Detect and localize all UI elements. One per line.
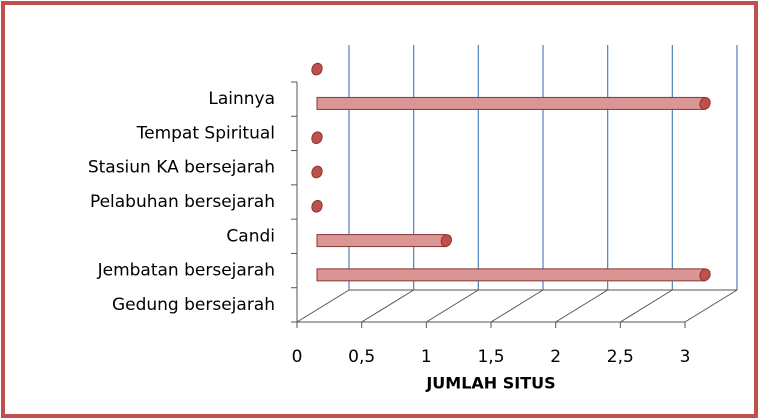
y-tick-label: Jembatan bersejarah: [97, 261, 275, 281]
bar: [311, 131, 323, 145]
bar-part: [699, 97, 711, 110]
bar-part: [699, 268, 711, 282]
x-axis-title: JUMLAH SITUS: [425, 374, 555, 393]
bar-part: [316, 268, 706, 282]
x-tick-label: 0: [292, 347, 303, 367]
y-tick-label: Candi: [226, 226, 275, 246]
bar-part: [440, 234, 453, 247]
floor-line: [555, 289, 608, 323]
y-tick-label: Pelabuhan bersejarah: [90, 192, 275, 212]
floor-line: [361, 289, 414, 323]
floor-line: [490, 289, 544, 323]
x-tick-label: 1: [421, 347, 432, 367]
x-tick-label: 0,5: [348, 347, 375, 367]
x-tick-label: 2,5: [607, 347, 634, 367]
y-tick-label: Lainnya: [208, 89, 275, 109]
bar-part: [311, 62, 323, 76]
bar-part: [316, 96, 706, 110]
floor-line: [620, 289, 673, 323]
y-tick-label: Stasiun KA bersejarah: [88, 158, 275, 178]
x-tick-label: 1,5: [477, 347, 504, 367]
x-tick-label: 3: [680, 347, 691, 367]
bar: [311, 199, 323, 213]
bar: [311, 165, 323, 179]
y-tick-label: Gedung bersejarah: [112, 295, 275, 315]
bar-part: [311, 199, 323, 213]
floor-line: [426, 289, 479, 323]
bar-part: [311, 165, 323, 179]
y-tick-label: Tempat Spiritual: [136, 123, 275, 143]
bar: [316, 268, 711, 282]
floor-line: [296, 289, 350, 323]
bar: [316, 96, 711, 110]
floor-line: [684, 289, 738, 323]
x-tick-label: 2: [550, 347, 561, 367]
bar: [316, 234, 453, 248]
bar-part: [316, 234, 447, 248]
bar-part: [311, 131, 323, 145]
bar: [311, 62, 323, 76]
